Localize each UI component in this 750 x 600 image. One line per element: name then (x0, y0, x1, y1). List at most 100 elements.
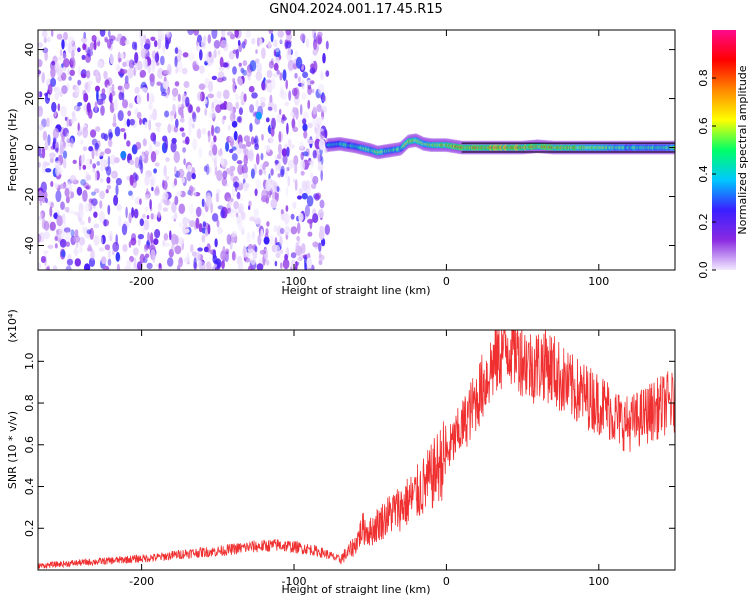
noise-speck (90, 249, 95, 261)
noise-speck (43, 191, 48, 200)
noise-speck (63, 227, 71, 233)
noise-speck (142, 213, 146, 219)
noise-speck (266, 144, 271, 153)
noise-speck (126, 259, 132, 268)
noise-speck (321, 105, 327, 114)
noise-speck (231, 230, 237, 238)
noise-speck (256, 62, 263, 73)
noise-speck (182, 52, 189, 58)
noise-speck (203, 165, 208, 172)
noise-speck (205, 163, 210, 176)
noise-speck (268, 235, 275, 246)
noise-speck (229, 210, 236, 219)
noise-speck (106, 184, 112, 190)
noise-speck (107, 155, 111, 167)
noise-speck (120, 53, 125, 60)
noise-speck (126, 140, 131, 147)
noise-speck (111, 250, 115, 256)
noise-speck (235, 48, 239, 59)
noise-speck (145, 194, 150, 201)
noise-speck (244, 182, 247, 187)
noise-speck (41, 218, 47, 230)
x-tick-label: 0 (443, 575, 450, 588)
noise-speck (160, 55, 165, 66)
noise-speck (46, 79, 51, 85)
noise-speck (63, 58, 70, 68)
noise-speck (117, 110, 124, 122)
noise-speck (122, 61, 127, 67)
noise-speck (96, 60, 104, 68)
noise-speck (196, 106, 201, 113)
noise-speck (197, 247, 203, 252)
noise-speck (294, 260, 298, 270)
noise-speck (203, 246, 209, 253)
noise-speck (43, 231, 50, 240)
colorbar-tick-label: 0.4 (697, 165, 710, 183)
noise-speck (207, 131, 211, 143)
noise-speck (91, 148, 95, 160)
noise-speck (263, 236, 270, 245)
noise-speck (225, 141, 230, 152)
noise-speck (317, 163, 324, 172)
noise-speck (54, 243, 58, 249)
noise-speck (178, 257, 184, 268)
noise-speck (188, 52, 195, 61)
noise-speck (237, 164, 244, 176)
noise-speck (171, 87, 179, 97)
noise-speck (162, 78, 170, 90)
noise-speck (65, 241, 71, 247)
noise-speck (44, 162, 50, 167)
noise-speck (129, 255, 134, 263)
noise-speck (86, 174, 92, 181)
noise-speck (155, 263, 159, 268)
noise-speck (232, 66, 237, 75)
noise-speck (296, 235, 300, 242)
noise-speck (70, 229, 75, 237)
noise-speck (52, 265, 58, 270)
noise-speck (96, 98, 104, 106)
noise-speck (255, 178, 262, 190)
noise-speck (91, 191, 96, 196)
noise-speck (279, 35, 283, 44)
noise-speck (199, 65, 205, 74)
noise-speck (221, 177, 228, 187)
noise-speck (270, 168, 274, 176)
noise-speck (68, 76, 72, 81)
noise-speck (318, 229, 325, 240)
noise-speck (47, 244, 54, 249)
noise-speck (316, 104, 322, 113)
noise-speck (260, 228, 264, 240)
noise-speck (139, 218, 144, 227)
noise-speck (293, 155, 299, 166)
noise-speck (128, 102, 133, 109)
noise-speck (154, 228, 161, 239)
noise-speck (112, 122, 117, 128)
noise-speck (280, 262, 283, 269)
noise-speck (137, 233, 144, 240)
noise-speck (54, 182, 59, 189)
noise-speck (307, 218, 314, 224)
noise-speck (64, 116, 68, 121)
noise-speck (292, 126, 299, 133)
noise-speck (82, 126, 89, 139)
noise-speck (236, 215, 241, 225)
noise-speck (77, 47, 81, 53)
noise-speck (290, 226, 298, 235)
noise-speck (145, 206, 149, 212)
x-tick-label: -200 (129, 575, 154, 588)
noise-speck (268, 60, 274, 69)
noise-speck (325, 70, 330, 77)
noise-speck (285, 41, 292, 49)
noise-speck (83, 31, 87, 39)
noise-speck (318, 138, 326, 151)
noise-speck (253, 138, 257, 144)
noise-speck (216, 170, 223, 182)
noise-speck (162, 239, 166, 247)
noise-speck (239, 78, 243, 86)
spectrogram-marks (38, 30, 675, 270)
noise-speck (81, 73, 86, 78)
noise-speck (265, 179, 272, 192)
noise-speck (40, 181, 47, 193)
noise-speck (50, 77, 57, 87)
noise-speck (109, 54, 115, 65)
